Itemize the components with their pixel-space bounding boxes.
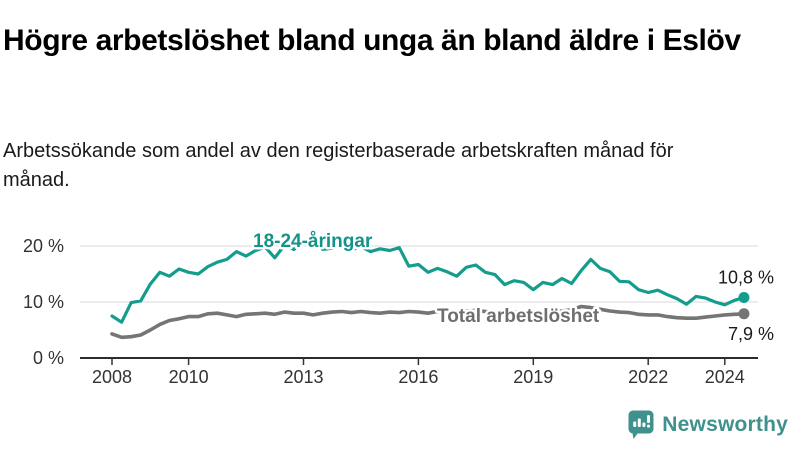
newsworthy-icon (628, 410, 654, 439)
gridlines (80, 245, 758, 303)
youth-end-dot (738, 292, 750, 304)
youth-end-value: 10,8 % (718, 268, 774, 288)
y-tick-10: 10 % (23, 292, 64, 312)
page-title: Högre arbetslöshet bland unga än bland ä… (3, 24, 741, 58)
chart-subtitle: Arbetssökande som andel av den registerb… (3, 140, 674, 191)
brand-name: Newsworthy (662, 413, 788, 436)
x-axis-ticks: 2008 2010 2013 2016 2019 2022 2024 (92, 358, 745, 387)
total-unemployment-line (110, 304, 746, 340)
x-tick-2013: 2013 (283, 367, 323, 387)
total-series-label: Total arbetslöshet (437, 306, 600, 327)
x-tick-2008: 2008 (92, 367, 132, 387)
x-tick-2024: 2024 (705, 367, 745, 387)
x-tick-2022: 2022 (628, 367, 668, 387)
total-end-dot (738, 308, 750, 320)
total-end-value: 7,9 % (728, 324, 774, 344)
x-tick-2010: 2010 (169, 367, 209, 387)
newsworthy-logo: Newsworthy (628, 410, 788, 440)
youth-series-label: 18-24-åringar (253, 231, 373, 252)
line-chart: 2008 2010 2013 2016 2019 2022 2024 0 % 10 % 20 %… (23, 229, 774, 388)
y-tick-20: 20 % (23, 236, 64, 256)
x-tick-2016: 2016 (398, 367, 438, 387)
youth-unemployment-line (110, 238, 746, 324)
y-axis-labels: 0 % 10 % 20 % (23, 236, 64, 368)
y-tick-0: 0 % (33, 348, 64, 368)
x-tick-2019: 2019 (513, 367, 553, 387)
